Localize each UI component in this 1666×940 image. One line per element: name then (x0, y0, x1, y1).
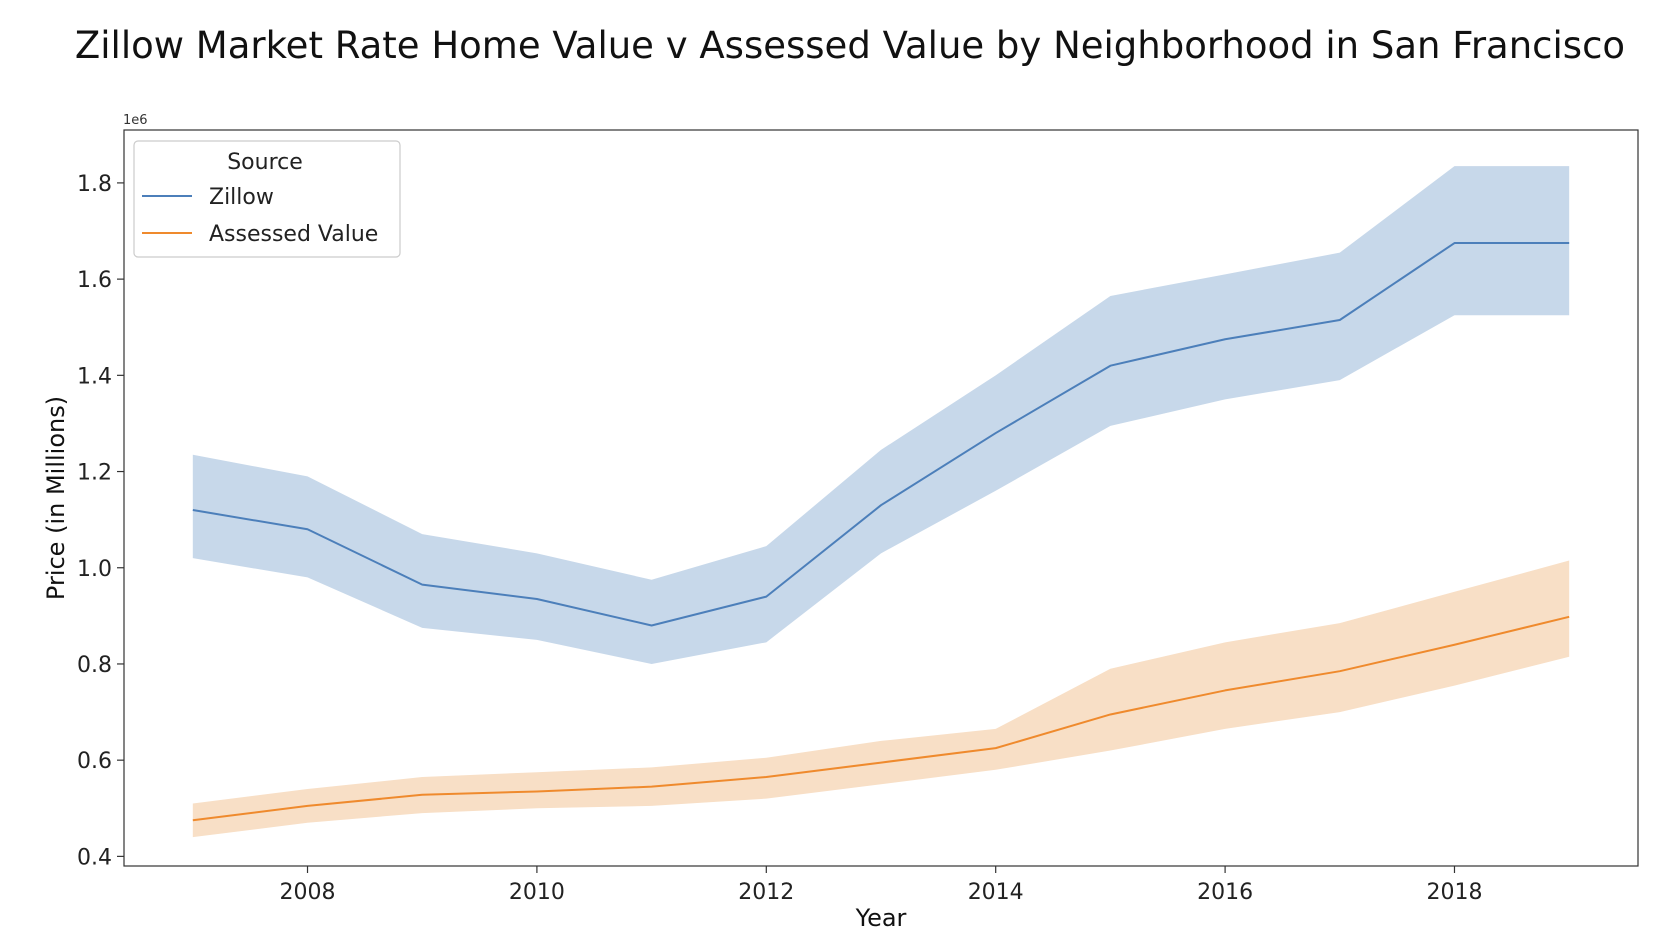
line-zillow (192, 242, 1570, 627)
band-zillow (192, 166, 1570, 664)
confidence-bands (192, 166, 1570, 838)
y-tick-label: 1.0 (77, 557, 112, 582)
y-tick-label: 0.6 (77, 749, 112, 774)
x-tick-label: 2014 (968, 880, 1024, 905)
y-tick-label: 1.2 (77, 461, 112, 486)
legend: Source Zillow Assessed Value (133, 140, 401, 258)
series-lines (192, 242, 1570, 822)
line-assessed-value (192, 615, 1570, 822)
x-tick-label: 2008 (280, 880, 336, 905)
y-axis-label: Price (in Millions) (42, 396, 70, 600)
x-tick-label: 2012 (738, 880, 794, 905)
x-axis-label: Year (855, 904, 907, 932)
x-tick-label: 2018 (1426, 880, 1482, 905)
y-axis-ticks: 0.4 0.6 0.8 1.0 1.2 1.4 1.6 1.8 (77, 172, 124, 870)
y-tick-label: 0.8 (77, 653, 112, 678)
y-tick-label: 1.6 (77, 268, 112, 293)
legend-label-assessed-value: Assessed Value (209, 222, 378, 247)
chart-title: Zillow Market Rate Home Value v Assessed… (75, 24, 1625, 67)
y-tick-label: 0.4 (77, 845, 112, 870)
x-axis-ticks: 2008 2010 2012 2014 2016 2018 (280, 866, 1482, 905)
y-tick-label: 1.8 (77, 172, 112, 197)
y-tick-label: 1.4 (77, 364, 112, 389)
legend-title: Source (227, 150, 303, 175)
x-tick-label: 2016 (1197, 880, 1253, 905)
y-axis-offset-label: 1e6 (123, 113, 148, 128)
legend-label-zillow: Zillow (209, 185, 274, 210)
plot-area-frame (123, 129, 1639, 867)
band-assessed-value (192, 560, 1570, 838)
legend-frame (133, 140, 401, 258)
x-tick-label: 2010 (509, 880, 565, 905)
